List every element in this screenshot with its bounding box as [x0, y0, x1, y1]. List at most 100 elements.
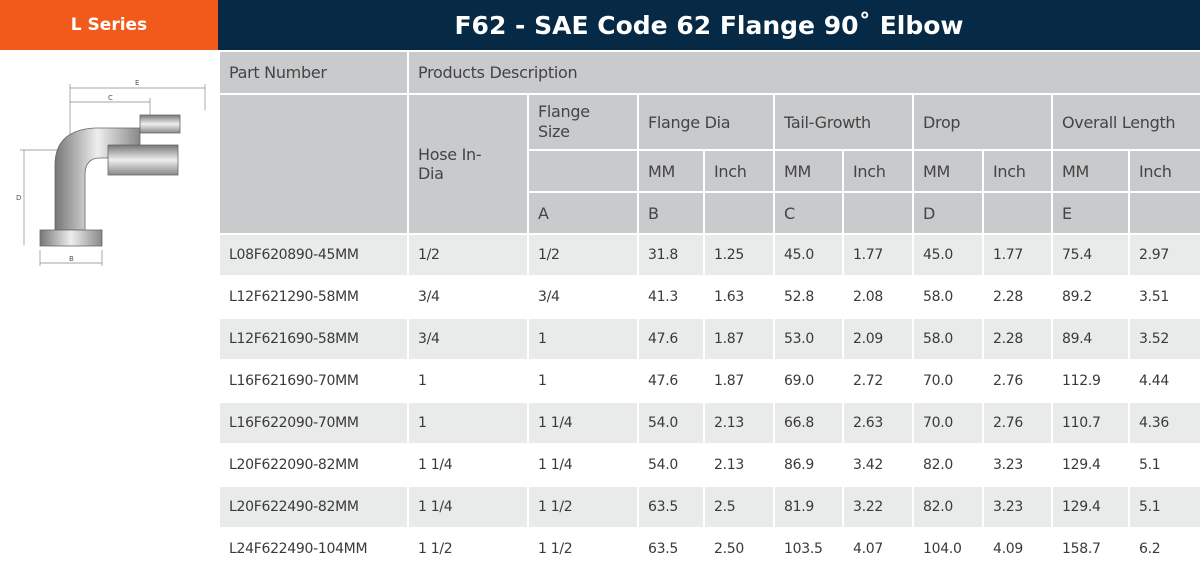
cell-flange-size: 1/2 — [527, 233, 639, 277]
header-blank — [982, 191, 1053, 235]
cell-overall-length-inch: 5.1 — [1128, 443, 1200, 487]
cell-tail-growth-inch: 2.72 — [842, 359, 914, 403]
header-mm: MM — [1051, 149, 1130, 193]
cell-part-number: L16F622090-70MM — [218, 401, 409, 445]
cell-overall-length-inch: 5.1 — [1128, 485, 1200, 529]
cell-hose-in-dia: 1/2 — [407, 233, 529, 277]
cell-tail-growth-mm: 103.5 — [773, 527, 844, 571]
header-blank — [703, 191, 775, 235]
cell-overall-length-mm: 112.9 — [1051, 359, 1130, 403]
table-row: L12F621290-58MM 3/4 3/4 41.3 1.63 52.8 2.08 58.… — [218, 275, 1200, 319]
header-overall-length: Overall Length — [1051, 93, 1200, 151]
svg-text:B: B — [69, 255, 74, 263]
series-label: L Series — [0, 0, 218, 50]
svg-text:C: C — [108, 94, 113, 102]
cell-part-number: L08F620890-45MM — [218, 233, 409, 277]
cell-flange-dia-mm: 47.6 — [637, 317, 705, 361]
cell-overall-length-mm: 75.4 — [1051, 233, 1130, 277]
cell-part-number: L12F621290-58MM — [218, 275, 409, 319]
elbow-fitting-diagram: E C D B — [0, 50, 218, 565]
cell-drop-inch: 2.76 — [982, 359, 1053, 403]
cell-hose-in-dia: 1 — [407, 401, 529, 445]
cell-hose-in-dia: 3/4 — [407, 317, 529, 361]
table-row: L16F622090-70MM 1 1 1/4 54.0 2.13 66.8 2.63 70.… — [218, 401, 1200, 445]
svg-text:D: D — [16, 194, 21, 202]
svg-text:E: E — [135, 79, 139, 87]
table-row: L08F620890-45MM 1/2 1/2 31.8 1.25 45.0 1.77 45.… — [218, 233, 1200, 277]
cell-flange-size: 1 1/4 — [527, 443, 639, 487]
cell-tail-growth-inch: 2.08 — [842, 275, 914, 319]
cell-flange-dia-mm: 31.8 — [637, 233, 705, 277]
cell-tail-growth-inch: 2.63 — [842, 401, 914, 445]
cell-overall-length-inch: 4.44 — [1128, 359, 1200, 403]
cell-flange-dia-mm: 54.0 — [637, 443, 705, 487]
cell-flange-dia-mm: 54.0 — [637, 401, 705, 445]
cell-flange-dia-inch: 2.50 — [703, 527, 775, 571]
header-mm: MM — [912, 149, 984, 193]
header-dim-b: B — [637, 191, 705, 235]
cell-part-number: L20F622090-82MM — [218, 443, 409, 487]
cell-drop-mm: 58.0 — [912, 317, 984, 361]
header-inch: Inch — [842, 149, 914, 193]
cell-drop-inch: 4.09 — [982, 527, 1053, 571]
header-mm: MM — [637, 149, 705, 193]
cell-flange-dia-inch: 2.5 — [703, 485, 775, 529]
cell-drop-mm: 58.0 — [912, 275, 984, 319]
table-row: L12F621690-58MM 3/4 1 47.6 1.87 53.0 2.09 58.0 2… — [218, 317, 1200, 361]
cell-overall-length-inch: 4.36 — [1128, 401, 1200, 445]
cell-tail-growth-mm: 53.0 — [773, 317, 844, 361]
table-row: L16F621690-70MM 1 1 47.6 1.87 69.0 2.72 70.0 2.7… — [218, 359, 1200, 403]
header-dim-c: C — [773, 191, 844, 235]
cell-flange-dia-mm: 63.5 — [637, 485, 705, 529]
header-flange-size: Flange Size — [527, 93, 639, 151]
cell-tail-growth-inch: 2.09 — [842, 317, 914, 361]
header-part-number: Part Number — [218, 50, 409, 95]
cell-drop-inch: 1.77 — [982, 233, 1053, 277]
cell-part-number: L12F621690-58MM — [218, 317, 409, 361]
cell-drop-inch: 3.23 — [982, 443, 1053, 487]
cell-tail-growth-inch: 4.07 — [842, 527, 914, 571]
header-inch: Inch — [1128, 149, 1200, 193]
cell-drop-inch: 3.23 — [982, 485, 1053, 529]
header-mm: MM — [773, 149, 844, 193]
header-inch: Inch — [982, 149, 1053, 193]
cell-tail-growth-mm: 45.0 — [773, 233, 844, 277]
cell-flange-dia-inch: 1.87 — [703, 317, 775, 361]
cell-drop-inch: 2.28 — [982, 275, 1053, 319]
header-tail-growth: Tail-Growth — [773, 93, 914, 151]
cell-drop-mm: 70.0 — [912, 359, 984, 403]
header-blank — [527, 149, 639, 193]
page-title: F62 - SAE Code 62 Flange 90˚ Elbow — [218, 0, 1200, 50]
cell-flange-dia-inch: 1.87 — [703, 359, 775, 403]
cell-hose-in-dia: 3/4 — [407, 275, 529, 319]
cell-overall-length-inch: 6.2 — [1128, 527, 1200, 571]
spec-table: Part Number Products Description Hose In… — [218, 50, 1200, 571]
cell-tail-growth-mm: 69.0 — [773, 359, 844, 403]
header-blank — [218, 93, 409, 235]
cell-drop-mm: 82.0 — [912, 443, 984, 487]
cell-drop-inch: 2.28 — [982, 317, 1053, 361]
header-products-description: Products Description — [407, 50, 1200, 95]
cell-tail-growth-mm: 81.9 — [773, 485, 844, 529]
cell-hose-in-dia: 1 1/4 — [407, 443, 529, 487]
cell-flange-dia-mm: 63.5 — [637, 527, 705, 571]
cell-tail-growth-inch: 1.77 — [842, 233, 914, 277]
cell-drop-inch: 2.76 — [982, 401, 1053, 445]
cell-overall-length-mm: 89.4 — [1051, 317, 1130, 361]
cell-flange-dia-inch: 1.25 — [703, 233, 775, 277]
cell-overall-length-mm: 158.7 — [1051, 527, 1130, 571]
table-row: L20F622490-82MM 1 1/4 1 1/2 63.5 2.5 81.9 3.22… — [218, 485, 1200, 529]
table-row: L20F622090-82MM 1 1/4 1 1/4 54.0 2.13 86.9 3.4… — [218, 443, 1200, 487]
header-inch: Inch — [703, 149, 775, 193]
cell-flange-size: 1 1/2 — [527, 485, 639, 529]
table-row: L24F622490-104MM 1 1/2 1 1/2 63.5 2.50 103.5 4… — [218, 527, 1200, 571]
cell-tail-growth-mm: 86.9 — [773, 443, 844, 487]
cell-flange-size: 1 1/4 — [527, 401, 639, 445]
cell-overall-length-inch: 3.52 — [1128, 317, 1200, 361]
cell-flange-size: 3/4 — [527, 275, 639, 319]
header-hose-in-dia: Hose In-Dia — [407, 93, 529, 235]
cell-drop-mm: 82.0 — [912, 485, 984, 529]
cell-hose-in-dia: 1 1/2 — [407, 527, 529, 571]
cell-part-number: L24F622490-104MM — [218, 527, 409, 571]
cell-overall-length-inch: 2.97 — [1128, 233, 1200, 277]
